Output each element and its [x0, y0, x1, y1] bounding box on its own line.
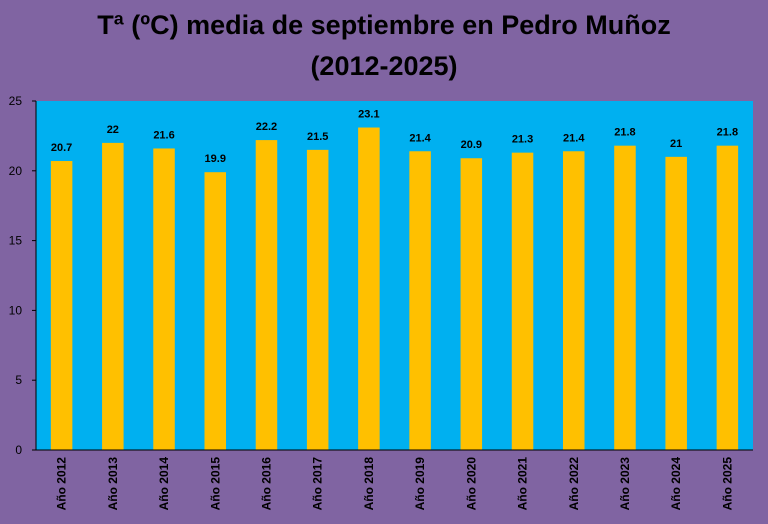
- x-tick-label: Año 2017: [311, 457, 325, 511]
- data-label: 21.3: [512, 134, 533, 146]
- x-tick-label: Año 2019: [413, 457, 427, 511]
- y-tick-label: 15: [9, 234, 23, 248]
- data-label: 21.8: [614, 127, 635, 139]
- y-tick-label: 20: [9, 164, 23, 178]
- y-axis: 0 5 10 15 20 25: [9, 94, 37, 457]
- bars: 20.7 22 21.6 19.9 22.2 21.5 23.1 21.4 20.9 21.3 21…: [50, 109, 739, 451]
- bar: [358, 127, 380, 451]
- x-tick-label: Año 2025: [720, 457, 734, 511]
- bar: [306, 149, 329, 451]
- data-label: 21: [670, 138, 682, 150]
- bar: [716, 145, 739, 450]
- y-tick-label: 10: [9, 303, 23, 317]
- data-label: 20.7: [51, 142, 72, 154]
- bar: [204, 172, 227, 451]
- data-label: 21.6: [153, 129, 174, 141]
- plot-area: [36, 101, 753, 450]
- bar: [562, 151, 585, 451]
- y-tick-label: 25: [9, 94, 23, 108]
- x-tick-label: Año 2014: [157, 457, 171, 511]
- bar: [255, 140, 278, 450]
- x-tick-label: Año 2023: [618, 457, 632, 511]
- x-axis: Año 2012 Año 2013 Año 2014 Año 2015 Año 2016…: [36, 449, 753, 511]
- bar: [460, 158, 483, 450]
- x-tick-label: Año 2022: [567, 457, 581, 511]
- data-label: 21.4: [409, 132, 431, 144]
- y-tick-label: 5: [15, 373, 22, 387]
- x-tick-label: Año 2018: [362, 457, 376, 511]
- data-label: 22.2: [256, 121, 277, 133]
- x-tick-label: Año 2016: [259, 457, 273, 511]
- data-label: 20.9: [461, 139, 482, 151]
- chart-title-line-1: Tª (ºC) media de septiembre en Pedro Muñ…: [97, 10, 671, 40]
- data-label: 23.1: [358, 109, 379, 121]
- data-label: 21.8: [717, 127, 738, 139]
- bar: [409, 151, 431, 451]
- bar: [511, 152, 534, 451]
- x-tick-label: Año 2024: [669, 457, 683, 511]
- bar: [614, 145, 636, 450]
- data-label: 21.4: [563, 132, 585, 144]
- x-tick-label: Año 2013: [106, 457, 120, 511]
- x-tick-label: Año 2021: [516, 457, 530, 511]
- data-label: 19.9: [205, 153, 226, 165]
- bar: [665, 156, 687, 450]
- y-tick-label: 0: [15, 443, 22, 457]
- data-label: 21.5: [307, 131, 328, 143]
- x-tick-label: Año 2012: [55, 457, 69, 511]
- chart-title-line-2: (2012-2025): [310, 51, 458, 81]
- bar: [102, 142, 124, 450]
- data-label: 22: [107, 124, 119, 136]
- x-tick-label: Año 2015: [208, 457, 222, 511]
- bar: [153, 148, 175, 451]
- x-tick-label: Año 2020: [464, 457, 478, 511]
- bar: [50, 161, 73, 450]
